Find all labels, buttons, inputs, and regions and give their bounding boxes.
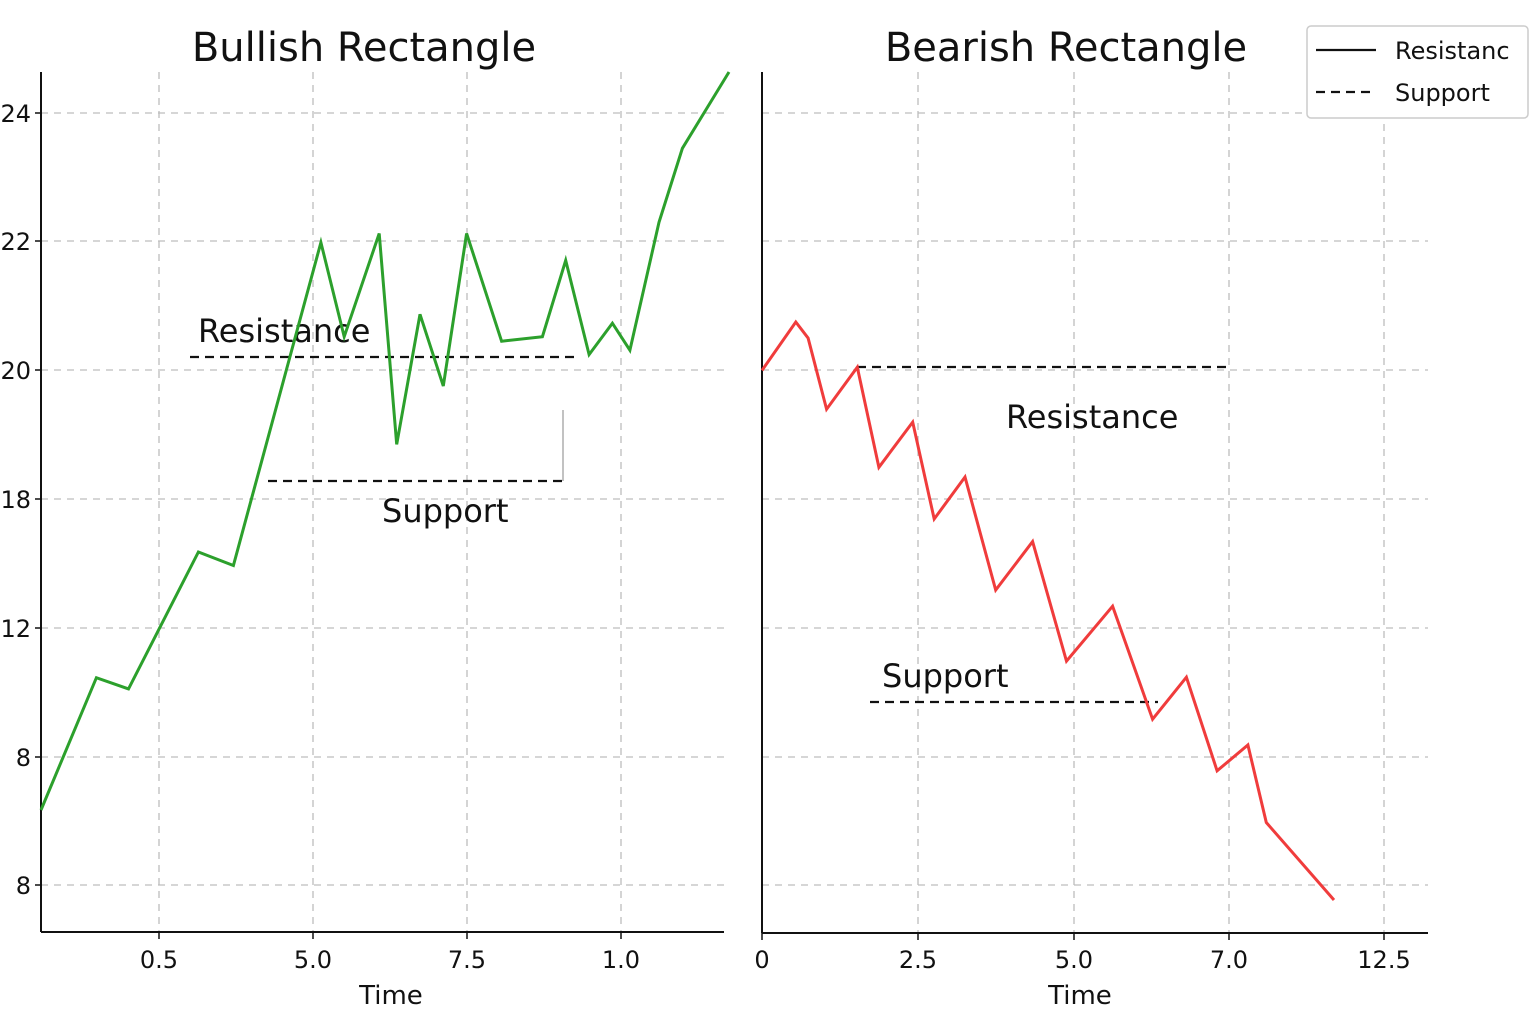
left-y-tick-label: 22: [0, 228, 31, 256]
right-x-tick-label: 12.5: [1357, 946, 1410, 974]
left-x-axis-label: Time: [358, 981, 423, 1011]
left-y-tick-label: 24: [0, 100, 31, 128]
left-y-tick-label: 12: [0, 615, 31, 643]
right-x-tick-label: 2.5: [899, 946, 937, 974]
right-x-tick-label: 7.0: [1210, 946, 1248, 974]
left-y-tick-label: 18: [0, 486, 31, 514]
right-x-axis-label: Time: [1047, 981, 1112, 1011]
left-y-tick-label: 20: [0, 357, 31, 385]
legend-item-resistance: Resistanc: [1395, 37, 1510, 65]
legend-item-support: Support: [1395, 79, 1490, 107]
left-x-tick-label: 7.5: [448, 946, 486, 974]
left-x-ticks: 0.5 5.0 7.5 1.0: [140, 932, 640, 974]
left-x-tick-label: 0.5: [140, 946, 178, 974]
legend: Resistanc Support: [1306, 25, 1529, 119]
right-grid: [762, 72, 1428, 933]
left-price-series: [39, 71, 731, 811]
left-x-tick-label: 1.0: [602, 946, 640, 974]
right-x-tick-label: 5.0: [1055, 946, 1093, 974]
left-panel: Bullish Rectangle 24 22 20 18 12 8 8 0.5 5.0 7.5…: [0, 25, 731, 1011]
right-support-label: Support: [882, 657, 1009, 695]
right-chart-title: Bearish Rectangle: [885, 25, 1247, 71]
right-x-ticks: 0 2.5 5.0 7.0 12.5: [754, 933, 1411, 974]
left-x-tick-label: 5.0: [294, 946, 332, 974]
left-chart-title: Bullish Rectangle: [192, 25, 536, 71]
left-y-tick-label: 8: [16, 872, 31, 900]
left-support-label: Support: [382, 492, 509, 530]
right-resistance-label: Resistance: [1006, 398, 1178, 436]
left-y-tick-label: 8: [16, 744, 31, 772]
left-y-ticks: 24 22 20 18 12 8 8: [0, 100, 41, 900]
right-x-tick-label: 0: [754, 946, 769, 974]
right-price-series: [760, 319, 1336, 901]
right-panel: Bearish Rectangle 0 2.5 5.0 7.0 12.5 Time Re…: [754, 25, 1428, 1011]
left-grid: [41, 72, 724, 932]
